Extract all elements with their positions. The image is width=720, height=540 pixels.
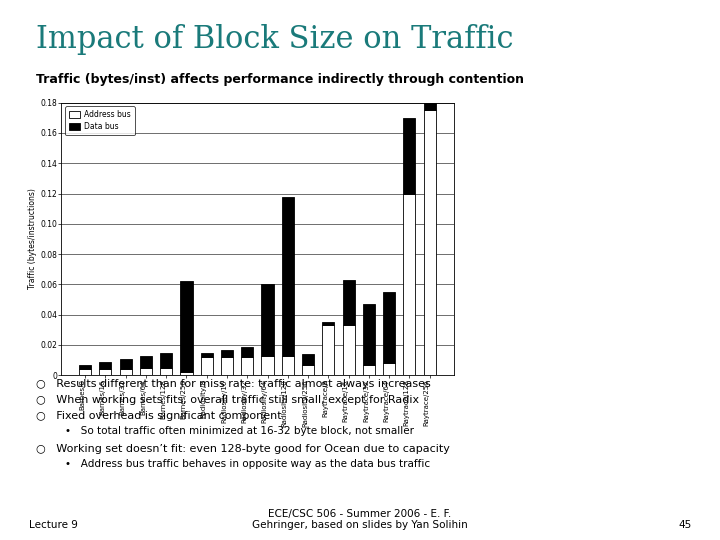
Bar	[201, 353, 213, 357]
Bar	[241, 357, 253, 375]
Bar	[261, 285, 274, 356]
Bar	[99, 362, 112, 369]
Text: 45: 45	[678, 520, 691, 530]
Bar	[261, 356, 274, 375]
Bar	[79, 369, 91, 375]
Bar	[423, 0, 436, 110]
Bar	[99, 369, 112, 375]
Bar	[403, 193, 415, 375]
Bar	[343, 325, 355, 375]
Text: •   So total traffic often minimized at 16-32 byte block, not smaller: • So total traffic often minimized at 16…	[65, 426, 414, 436]
Bar	[181, 372, 192, 375]
Bar	[181, 281, 192, 372]
Bar	[323, 322, 334, 325]
Legend: Address bus, Data bus: Address bus, Data bus	[65, 106, 135, 135]
Text: Lecture 9: Lecture 9	[29, 520, 78, 530]
Bar	[343, 280, 355, 325]
Bar	[302, 354, 314, 364]
Bar	[140, 356, 152, 368]
Bar	[140, 368, 152, 375]
Text: ECE/CSC 506 - Summer 2006 - E. F.
Gehringer, based on slides by Yan Solihin: ECE/CSC 506 - Summer 2006 - E. F. Gehrin…	[252, 509, 468, 530]
Text: Impact of Block Size on Traffic: Impact of Block Size on Traffic	[36, 24, 513, 55]
Bar	[160, 353, 172, 368]
Bar	[282, 356, 294, 375]
Text: Traffic (bytes/inst) affects performance indirectly through contention: Traffic (bytes/inst) affects performance…	[36, 73, 524, 86]
Bar	[403, 118, 415, 193]
Bar	[423, 110, 436, 375]
Text: ○   Fixed overhead is significant component: ○ Fixed overhead is significant componen…	[36, 411, 282, 422]
Bar	[323, 325, 334, 375]
Bar	[302, 364, 314, 375]
Text: •   Address bus traffic behaves in opposite way as the data bus traffic: • Address bus traffic behaves in opposit…	[65, 459, 430, 469]
Bar	[221, 349, 233, 357]
Bar	[363, 364, 375, 375]
Bar	[79, 364, 91, 369]
Bar	[201, 357, 213, 375]
Bar	[383, 363, 395, 375]
Bar	[241, 347, 253, 357]
Y-axis label: Traffic (bytes/instructions): Traffic (bytes/instructions)	[28, 188, 37, 289]
Bar	[120, 359, 132, 369]
Bar	[383, 292, 395, 363]
Bar	[120, 369, 132, 375]
Bar	[221, 357, 233, 375]
Bar	[160, 368, 172, 375]
Text: ○   Working set doesn’t fit: even 128-byte good for Ocean due to capacity: ○ Working set doesn’t fit: even 128-byte…	[36, 444, 450, 454]
Text: ○   When working sets fits, overall traffic still small, except for Radix: ○ When working sets fits, overall traffi…	[36, 395, 419, 406]
Text: ○   Results different than for miss rate: traffic almost always increases: ○ Results different than for miss rate: …	[36, 379, 431, 389]
Bar	[363, 304, 375, 365]
Bar	[282, 197, 294, 356]
